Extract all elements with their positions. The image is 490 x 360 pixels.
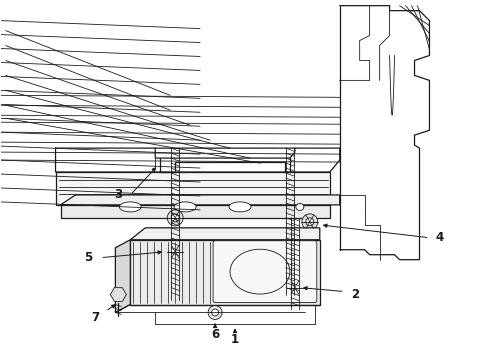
Circle shape bbox=[171, 214, 179, 222]
Circle shape bbox=[287, 280, 303, 296]
Text: 4: 4 bbox=[435, 231, 443, 244]
Circle shape bbox=[171, 248, 179, 256]
Ellipse shape bbox=[229, 202, 251, 212]
Text: 1: 1 bbox=[231, 333, 239, 346]
Circle shape bbox=[291, 284, 299, 292]
Text: 5: 5 bbox=[84, 251, 93, 264]
Polygon shape bbox=[61, 195, 340, 205]
Text: 2: 2 bbox=[351, 288, 359, 301]
Polygon shape bbox=[130, 240, 320, 305]
Circle shape bbox=[302, 214, 318, 230]
Ellipse shape bbox=[174, 202, 196, 212]
Ellipse shape bbox=[120, 202, 141, 212]
Polygon shape bbox=[61, 205, 330, 218]
Polygon shape bbox=[130, 228, 320, 240]
Text: 7: 7 bbox=[91, 311, 99, 324]
Text: 6: 6 bbox=[211, 328, 219, 341]
Text: 3: 3 bbox=[114, 188, 122, 202]
FancyBboxPatch shape bbox=[213, 241, 317, 302]
Circle shape bbox=[306, 218, 314, 226]
Circle shape bbox=[212, 309, 219, 316]
Polygon shape bbox=[115, 240, 130, 312]
Circle shape bbox=[208, 306, 222, 319]
Circle shape bbox=[167, 210, 183, 226]
Ellipse shape bbox=[296, 203, 304, 210]
Polygon shape bbox=[55, 172, 330, 205]
Circle shape bbox=[167, 244, 183, 260]
